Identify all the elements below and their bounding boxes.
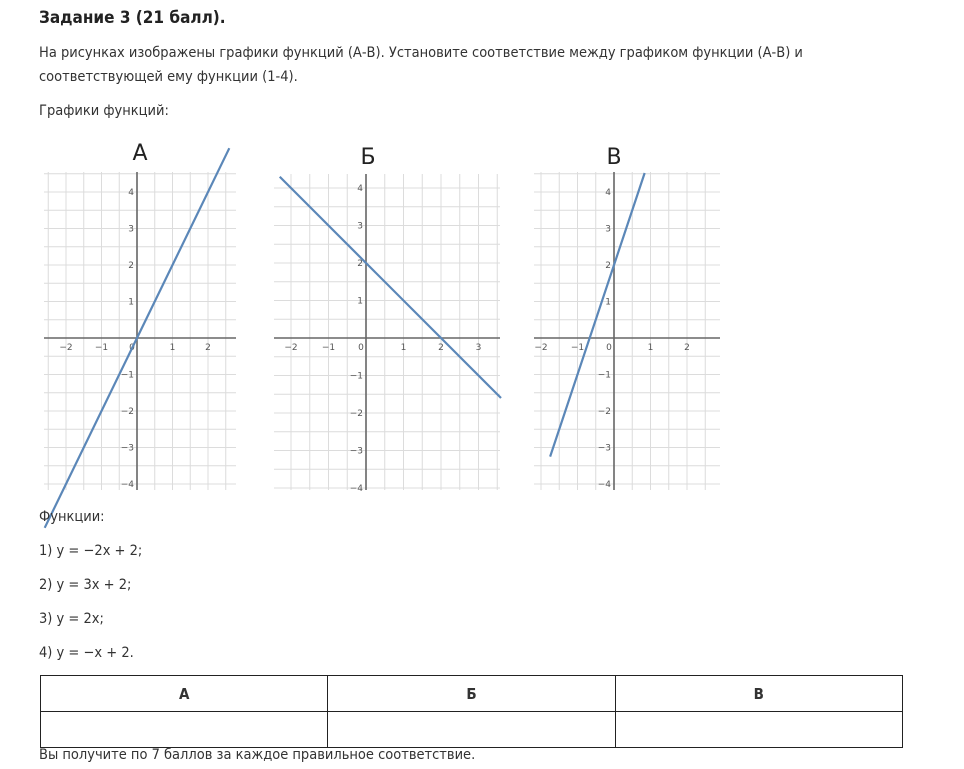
y-tick-label: 1	[605, 298, 611, 308]
y-tick-label: −4	[350, 484, 364, 494]
graph-v-x-ticks: −2 −1 0 1 2	[534, 343, 690, 353]
y-tick-label: 1	[357, 297, 363, 307]
x-tick-label: −1	[322, 343, 335, 353]
y-tick-label: 4	[605, 188, 611, 198]
functions-label: Функции:	[39, 509, 105, 525]
y-tick-label: −4	[121, 480, 135, 490]
graph-a-grid	[44, 172, 236, 490]
answer-header-a: А	[39, 675, 329, 712]
graph-b-line	[278, 175, 502, 399]
graph-b-y-ticks: 4 3 2 1 −1 −2 −3 −4	[350, 184, 364, 494]
x-tick-label: −2	[284, 343, 297, 353]
answer-table-input-row	[39, 711, 904, 748]
graph-b-grid	[274, 174, 500, 490]
y-tick-label: 3	[357, 222, 363, 232]
y-tick-label: −3	[350, 447, 363, 457]
y-tick-label: 4	[128, 188, 134, 198]
x-tick-label: 2	[205, 343, 211, 353]
graphs-label: Графики функций:	[39, 103, 169, 119]
y-tick-label: −3	[598, 444, 611, 454]
y-tick-label: −1	[598, 371, 611, 381]
function-item-1: 1) y = −2x + 2;	[39, 543, 143, 559]
answer-table: А Б В	[39, 675, 904, 748]
y-tick-label: 2	[128, 261, 134, 271]
answer-header-b: Б	[327, 675, 616, 712]
answer-table-header-row: А Б В	[39, 675, 904, 712]
graph-b-x-ticks: −2 −1 0 1 2 3	[284, 343, 481, 353]
answer-cell-a[interactable]	[39, 711, 329, 748]
y-tick-label: 3	[128, 225, 134, 235]
answer-header-v: В	[614, 675, 904, 712]
graph-a-y-ticks: 4 3 2 1 −1 −2 −3 −4	[121, 188, 135, 490]
task-description: На рисунках изображены графики функций (…	[39, 45, 803, 85]
y-tick-label: 2	[357, 259, 363, 269]
y-tick-label: −2	[598, 407, 611, 417]
graph-a-letter: А	[132, 141, 147, 166]
graph-b: −2 −1 0 1 2 3 4 3 2 1 −1 −2 −3 −4 Б	[274, 145, 502, 494]
graph-b-letter: Б	[360, 145, 375, 170]
graph-v-y-ticks: 4 3 2 1 −1 −2 −3 −4	[598, 188, 612, 490]
y-tick-label: 4	[357, 184, 363, 194]
x-tick-label: 2	[684, 343, 690, 353]
x-tick-label: 1	[401, 343, 407, 353]
y-tick-label: −2	[350, 409, 363, 419]
task-title: Задание 3 (21 балл).	[39, 8, 226, 28]
answer-cell-v[interactable]	[614, 711, 904, 748]
x-tick-label: 0	[358, 343, 364, 353]
graph-a-line	[43, 147, 231, 529]
graph-v: −2 −1 0 1 2 4 3 2 1 −1 −2 −3 −4 В	[534, 145, 720, 490]
graph-v-line	[549, 172, 646, 457]
x-tick-label: 2	[438, 343, 444, 353]
y-tick-label: 1	[128, 298, 134, 308]
y-tick-label: 2	[605, 261, 611, 271]
y-tick-label: −1	[350, 372, 363, 382]
x-tick-label: −2	[534, 343, 547, 353]
x-tick-label: 0	[606, 343, 612, 353]
y-tick-label: 3	[605, 225, 611, 235]
graph-v-letter: В	[606, 145, 621, 170]
y-tick-label: −2	[121, 407, 134, 417]
answer-cell-b[interactable]	[327, 711, 616, 748]
function-item-2: 2) y = 3x + 2;	[39, 577, 132, 593]
x-tick-label: 3	[476, 343, 482, 353]
y-tick-label: −4	[598, 480, 612, 490]
x-tick-label: 1	[170, 343, 176, 353]
function-item-3: 3) y = 2x;	[39, 611, 104, 627]
footer-note: Вы получите по 7 баллов за каждое правил…	[39, 747, 476, 763]
y-tick-label: −3	[121, 444, 134, 454]
graph-v-grid	[534, 172, 720, 490]
x-tick-label: −1	[571, 343, 584, 353]
function-item-4: 4) y = −x + 2.	[39, 645, 134, 661]
x-tick-label: −1	[95, 343, 108, 353]
x-tick-label: −2	[59, 343, 72, 353]
y-tick-label: −1	[121, 371, 134, 381]
x-tick-label: 1	[648, 343, 654, 353]
